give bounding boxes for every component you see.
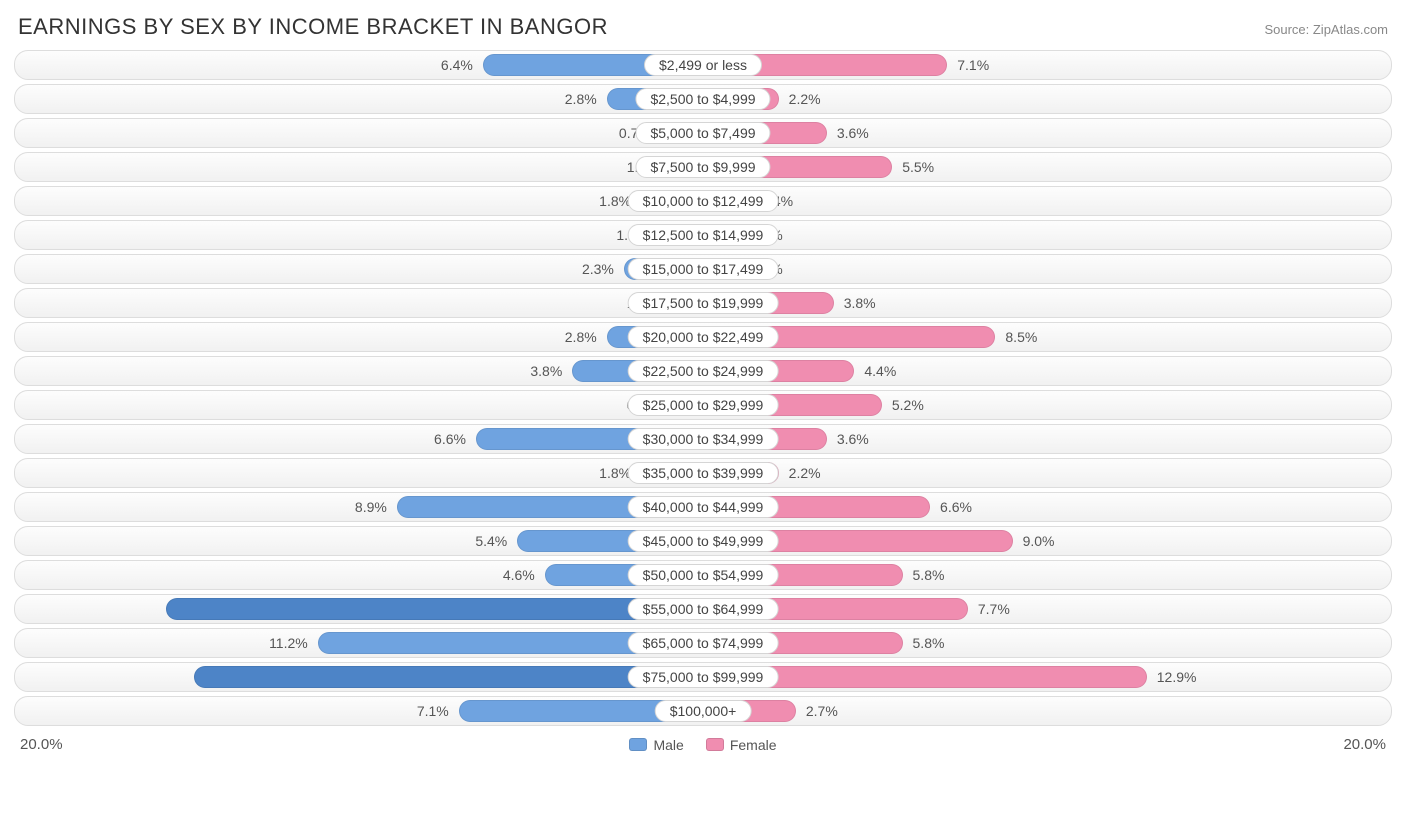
bracket-label: $100,000+ xyxy=(655,700,752,722)
chart-row: 0.0%5.2%$25,000 to $29,999 xyxy=(14,390,1392,420)
value-label-male: 2.8% xyxy=(565,329,597,345)
chart-header: EARNINGS BY SEX BY INCOME BRACKET IN BAN… xyxy=(10,14,1396,50)
value-label-female: 6.6% xyxy=(940,499,972,515)
value-label-female: 3.6% xyxy=(837,125,869,141)
value-label-female: 4.4% xyxy=(864,363,896,379)
legend-item-male: Male xyxy=(629,737,683,753)
legend-label-female: Female xyxy=(730,737,777,753)
bracket-label: $35,000 to $39,999 xyxy=(628,462,779,484)
value-label-male: 2.3% xyxy=(582,261,614,277)
value-label-male: 4.6% xyxy=(503,567,535,583)
chart-row: 1.8% 2.2% $35,000 to $39,999 xyxy=(14,458,1392,488)
legend-item-female: Female xyxy=(706,737,777,753)
value-label-female: 5.5% xyxy=(902,159,934,175)
value-label-female: 5.8% xyxy=(913,567,945,583)
chart-row: 3.8% 4.4% $22,500 to $24,999 xyxy=(14,356,1392,386)
chart-row: 11.2% 5.8% $65,000 to $74,999 xyxy=(14,628,1392,658)
value-label-female: 2.2% xyxy=(789,465,821,481)
value-label-male: 3.8% xyxy=(530,363,562,379)
bracket-label: $25,000 to $29,999 xyxy=(628,394,779,416)
value-label-male: 1.8% xyxy=(599,465,631,481)
value-label-female: 12.9% xyxy=(1157,669,1197,685)
bracket-label: $65,000 to $74,999 xyxy=(628,632,779,654)
value-label-female: 2.2% xyxy=(789,91,821,107)
bracket-label: $22,500 to $24,999 xyxy=(628,360,779,382)
bracket-label: $45,000 to $49,999 xyxy=(628,530,779,552)
axis-max-left: 20.0% xyxy=(20,736,63,753)
chart-row: 4.6% 5.8% $50,000 to $54,999 xyxy=(14,560,1392,590)
value-label-male: 6.6% xyxy=(434,431,466,447)
bracket-label: $40,000 to $44,999 xyxy=(628,496,779,518)
bracket-label: $2,500 to $4,999 xyxy=(635,88,770,110)
value-label-male: 7.1% xyxy=(417,703,449,719)
chart-row: 0.77%3.6%$5,000 to $7,499 xyxy=(14,118,1392,148)
bracket-label: $5,000 to $7,499 xyxy=(635,122,770,144)
bracket-label: $7,500 to $9,999 xyxy=(635,156,770,178)
chart-row: 2.8% 8.5% $20,000 to $22,499 xyxy=(14,322,1392,352)
chart-row: 2.3%1.1%$15,000 to $17,499 xyxy=(14,254,1392,284)
chart-row: 6.4% 7.1% $2,499 or less xyxy=(14,50,1392,80)
value-label-male: 2.8% xyxy=(565,91,597,107)
chart-row: 6.6% 3.6% $30,000 to $34,999 xyxy=(14,424,1392,454)
bar-male: 14.8% xyxy=(194,666,703,688)
bracket-label: $30,000 to $34,999 xyxy=(628,428,779,450)
value-label-female: 7.7% xyxy=(978,601,1010,617)
value-label-female: 5.8% xyxy=(913,635,945,651)
value-label-female: 8.5% xyxy=(1005,329,1037,345)
bracket-label: $17,500 to $19,999 xyxy=(628,292,779,314)
bracket-label: $55,000 to $64,999 xyxy=(628,598,779,620)
chart-row: 1.3%1.1%$12,500 to $14,999 xyxy=(14,220,1392,250)
chart-footer: 20.0% Male Female 20.0% xyxy=(10,730,1396,753)
bracket-label: $10,000 to $12,499 xyxy=(628,190,779,212)
value-label-male: 11.2% xyxy=(269,635,308,651)
legend-swatch-female xyxy=(706,738,724,751)
value-label-female: 9.0% xyxy=(1023,533,1055,549)
chart-title: EARNINGS BY SEX BY INCOME BRACKET IN BAN… xyxy=(18,14,608,40)
value-label-male: 8.9% xyxy=(355,499,387,515)
bracket-label: $20,000 to $22,499 xyxy=(628,326,779,348)
bracket-label: $15,000 to $17,499 xyxy=(628,258,779,280)
bracket-label: $12,500 to $14,999 xyxy=(628,224,779,246)
value-label-female: 5.2% xyxy=(892,397,924,413)
value-label-male: 6.4% xyxy=(441,57,473,73)
chart-row: 14.8% 12.9% $75,000 to $99,999 xyxy=(14,662,1392,692)
chart-source: Source: ZipAtlas.com xyxy=(1264,22,1388,37)
value-label-female: 7.1% xyxy=(957,57,989,73)
bar-male: 15.6% xyxy=(166,598,703,620)
bracket-label: $75,000 to $99,999 xyxy=(628,666,779,688)
chart-row: 1.8%1.4%$10,000 to $12,499 xyxy=(14,186,1392,216)
chart-body: 6.4% 7.1% $2,499 or less 2.8% 2.2% $2,500 to … xyxy=(10,50,1396,726)
chart-row: 1.0%5.5%$7,500 to $9,999 xyxy=(14,152,1392,182)
chart-row: 8.9% 6.6% $40,000 to $44,999 xyxy=(14,492,1392,522)
value-label-male: 1.8% xyxy=(599,193,631,209)
legend-swatch-male xyxy=(629,738,647,751)
chart-row: 1.0%3.8%$17,500 to $19,999 xyxy=(14,288,1392,318)
axis-max-right: 20.0% xyxy=(1343,736,1386,753)
value-label-female: 3.8% xyxy=(844,295,876,311)
value-label-female: 3.6% xyxy=(837,431,869,447)
value-label-female: 2.7% xyxy=(806,703,838,719)
chart-row: 7.1% 2.7% $100,000+ xyxy=(14,696,1392,726)
chart-row: 15.6% 7.7% $55,000 to $64,999 xyxy=(14,594,1392,624)
bracket-label: $50,000 to $54,999 xyxy=(628,564,779,586)
value-label-male: 5.4% xyxy=(475,533,507,549)
legend-label-male: Male xyxy=(653,737,683,753)
chart-legend: Male Female xyxy=(629,737,776,753)
chart-row: 2.8% 2.2% $2,500 to $4,999 xyxy=(14,84,1392,114)
bracket-label: $2,499 or less xyxy=(644,54,762,76)
chart-row: 5.4% 9.0% $45,000 to $49,999 xyxy=(14,526,1392,556)
